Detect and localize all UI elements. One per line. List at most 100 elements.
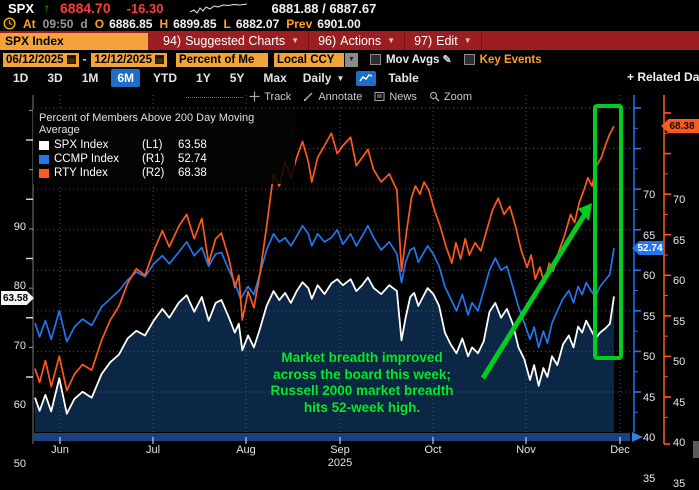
currency-select[interactable]: Local CCY xyxy=(273,52,344,67)
range-button-1m[interactable]: 1M xyxy=(81,71,99,85)
menu-item-edit[interactable]: 97) Edit ▼ xyxy=(405,31,482,50)
menu-item-number: 97) xyxy=(414,33,433,48)
key-events-label: Key Events xyxy=(479,53,542,66)
open-value: 6886.85 xyxy=(109,16,153,31)
chart-tool-label: News xyxy=(389,90,417,103)
chart-tool-zoom[interactable]: Zoom xyxy=(422,90,478,103)
price-change: -16.30 xyxy=(126,0,164,16)
slider-arrow-icon[interactable] xyxy=(632,432,643,442)
blue-axis-label: 60 xyxy=(643,270,656,283)
chart-tool-annotate[interactable]: Annotate xyxy=(297,90,369,103)
chart-title: Percent of Members Above 200 Day Moving … xyxy=(39,112,255,136)
series-line-ccmp xyxy=(34,224,615,349)
x-axis-month-label: Oct xyxy=(424,444,442,456)
zoom-icon xyxy=(429,91,440,102)
legend-item-spx[interactable]: SPX Index (L1) 63.58 xyxy=(39,138,289,152)
related-data-button[interactable]: + Related Data xyxy=(627,70,699,84)
key-events-checkbox[interactable] xyxy=(463,54,475,65)
blue-axis-label: 70 xyxy=(643,188,656,201)
news-icon xyxy=(374,91,385,102)
date-from-field[interactable]: 06/12/2025 xyxy=(3,52,79,67)
range-button-1d[interactable]: 1D xyxy=(13,71,29,85)
x-axis-month-label: Jul xyxy=(145,444,161,456)
track-icon xyxy=(249,91,260,102)
legend-swatch xyxy=(39,140,49,150)
menu-item-actions[interactable]: 96) Actions ▼ xyxy=(309,31,406,50)
annotation-text: Market breadth improved across the board … xyxy=(270,350,454,415)
calendar-icon[interactable] xyxy=(66,55,76,64)
legend-swatch xyxy=(39,168,49,178)
annotation-arrowhead xyxy=(578,203,592,221)
spx-area-fill xyxy=(35,277,614,432)
chart-plot-area[interactable] xyxy=(0,88,699,470)
chart-tool-track[interactable]: Track xyxy=(243,90,298,103)
range-button-1y[interactable]: 1Y xyxy=(196,71,211,85)
series-line-rty xyxy=(34,125,615,392)
x-axis-month-label: Sep xyxy=(330,444,350,456)
ticker-symbol: SPX xyxy=(8,0,35,16)
legend-item-ccmp[interactable]: CCMP Index (R1) 52.74 xyxy=(39,152,289,166)
mov-avgs-checkbox[interactable] xyxy=(369,54,381,65)
scrollbar-fragment[interactable] xyxy=(693,441,699,458)
prev-value: 6901.00 xyxy=(317,16,361,31)
rty-last-badge: 68.38 xyxy=(661,119,699,133)
up-arrow-icon: ↑ xyxy=(44,1,51,15)
left-axis-label: 90 xyxy=(13,221,26,233)
menu-item-label: Suggested Charts xyxy=(185,33,286,48)
orange-axis-label: 65 xyxy=(673,234,686,247)
range-button-6m[interactable]: 6M xyxy=(111,69,141,87)
pencil-icon[interactable]: ✎ xyxy=(442,54,452,66)
date-to-field[interactable]: 12/12/2025 xyxy=(91,52,167,67)
orange-axis-label: 45 xyxy=(673,396,686,409)
range-button-max[interactable]: Max xyxy=(263,71,287,85)
chart-type-button[interactable] xyxy=(356,70,377,86)
orange-axis-label: 55 xyxy=(673,315,686,328)
left-axis-label: 50 xyxy=(13,458,26,470)
x-axis-month-label: Nov xyxy=(516,444,536,456)
blue-axis-label: 35 xyxy=(643,473,656,485)
range-button-5y[interactable]: 5Y xyxy=(229,71,245,85)
orange-axis-label: 50 xyxy=(673,356,686,369)
prev-label: Prev xyxy=(286,16,313,31)
security-field[interactable]: SPX Index xyxy=(0,32,148,50)
orange-axis-label: 40 xyxy=(673,437,686,450)
chart-tool-label: Zoom xyxy=(443,90,472,103)
dotted-leader xyxy=(186,96,244,98)
study-field[interactable]: Percent of Me xyxy=(175,52,268,67)
menu-bar: SPX Index 94) Suggested Charts ▼ 96) Actions… xyxy=(0,31,699,50)
bid-ask: 6881.88 / 6887.67 xyxy=(271,0,377,16)
high-label: H xyxy=(159,16,169,31)
blue-axis-label: 40 xyxy=(643,432,656,445)
left-axis-last-badge: 63.58 xyxy=(1,291,34,305)
legend-series-name: RTY Index xyxy=(54,167,108,179)
chart-tool-news[interactable]: News xyxy=(368,90,423,103)
at-label: At xyxy=(23,16,36,31)
x-axis-year-label: 2025 xyxy=(327,457,353,469)
annotation-arrow xyxy=(480,212,588,380)
legend-item-rty[interactable]: RTY Index (R2) 68.38 xyxy=(39,166,289,180)
quote-header-row: SPX ↑ 6884.70 -16.30 6881.88 / 6887.67 xyxy=(0,0,699,16)
quote-time: 09:50 xyxy=(42,16,74,31)
currency-dropdown-button[interactable]: ▼ xyxy=(344,52,358,67)
series-line-spx xyxy=(34,276,615,415)
annotate-icon xyxy=(303,91,314,102)
legend-series-value: 68.38 xyxy=(178,167,207,179)
period-select[interactable]: Daily ▼ xyxy=(302,71,345,85)
chevron-down-icon: ▼ xyxy=(336,73,345,83)
controls-row: 06/12/2025 - 12/12/2025 Percent of Me Lo… xyxy=(0,51,699,68)
range-button-3d[interactable]: 3D xyxy=(47,71,63,85)
low-label: L xyxy=(223,16,231,31)
menu-item-label: Edit xyxy=(436,33,458,48)
chevron-down-icon: ▼ xyxy=(387,36,396,45)
left-axis-label: 80 xyxy=(13,280,26,293)
date-range-slider[interactable] xyxy=(33,433,630,441)
open-label: O xyxy=(94,16,105,31)
legend-series-axis: (R1) xyxy=(142,153,165,165)
table-button[interactable]: Table xyxy=(388,71,419,85)
menu-item-suggested-charts[interactable]: 94) Suggested Charts ▼ xyxy=(154,31,310,50)
ccmp-last-badge: 52.74 xyxy=(632,241,664,255)
range-button-ytd[interactable]: YTD xyxy=(153,71,178,85)
high-value: 6899.85 xyxy=(173,16,217,31)
calendar-icon[interactable] xyxy=(154,55,164,64)
